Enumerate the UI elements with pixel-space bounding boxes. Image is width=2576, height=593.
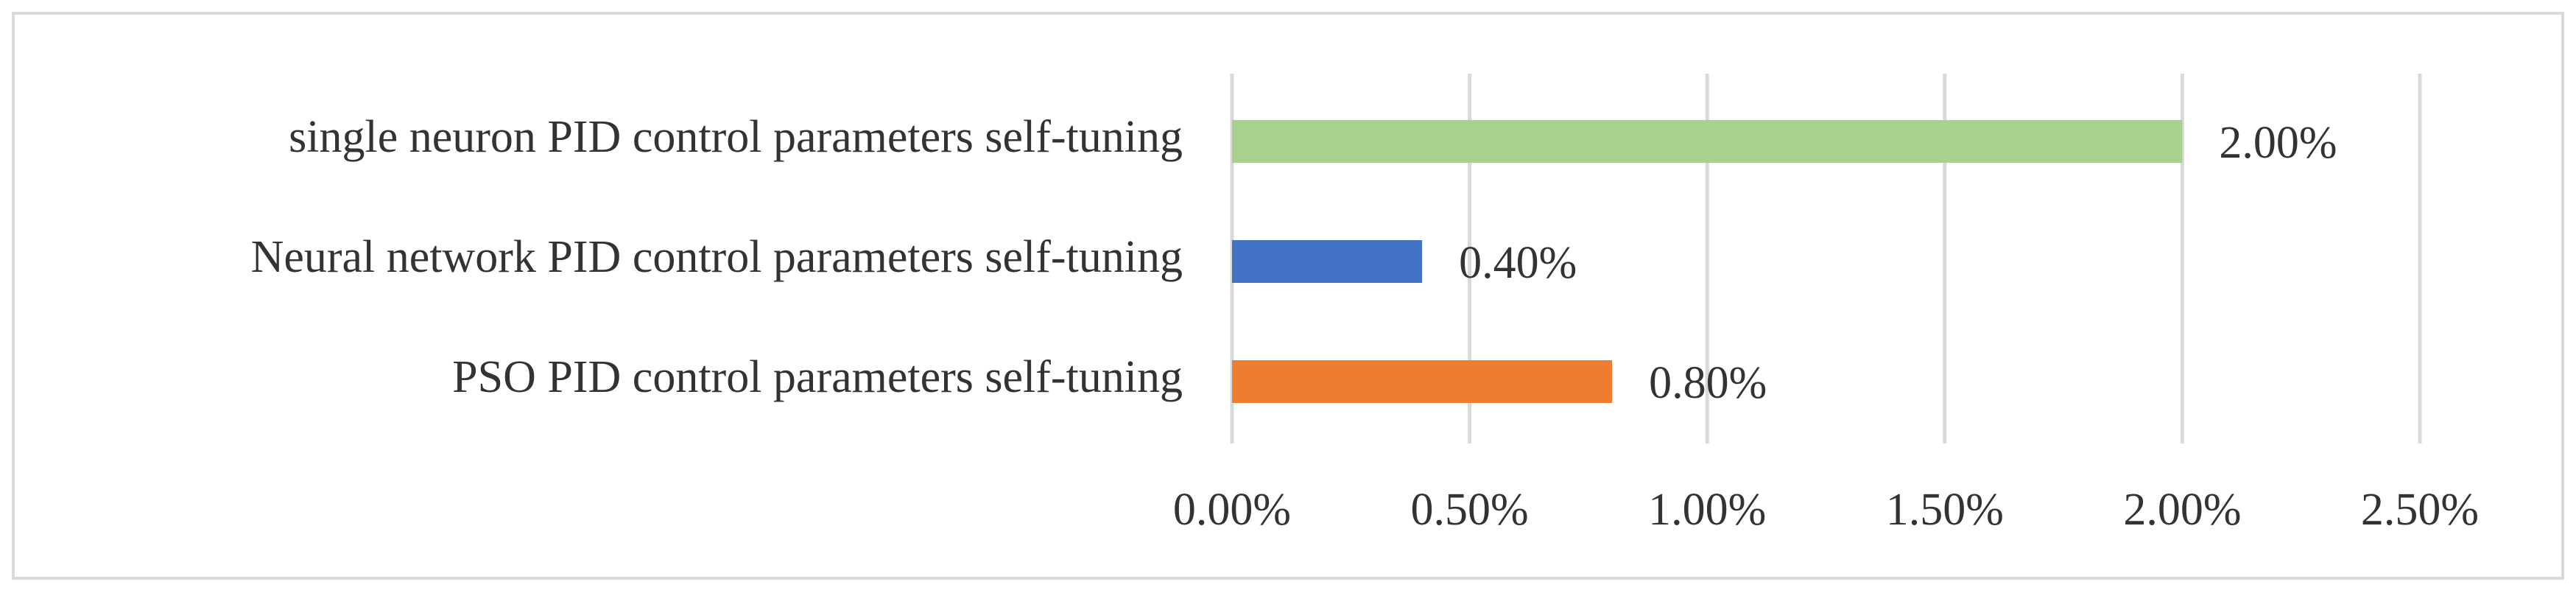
x-tick-label: 2.00% [2123,485,2241,535]
data-label: 2.00% [2219,118,2337,168]
bar [1232,360,1613,403]
bar [1232,120,2183,163]
x-tick-label: 1.50% [1886,485,2004,535]
x-tick-label: 0.50% [1411,485,1529,535]
data-label: 0.80% [1649,358,1767,408]
chart-border [12,12,2564,580]
y-tick-label: Neural network PID control parameters se… [251,232,1183,282]
x-tick-label: 1.00% [1648,485,1766,535]
x-tick-label: 0.00% [1173,485,1291,535]
y-tick-label: PSO PID control parameters self-tuning [452,352,1183,402]
data-label: 0.40% [1459,238,1577,288]
x-tick-label: 2.50% [2361,485,2479,535]
bar [1232,240,1423,283]
y-tick-label: single neuron PID control parameters sel… [289,112,1183,162]
